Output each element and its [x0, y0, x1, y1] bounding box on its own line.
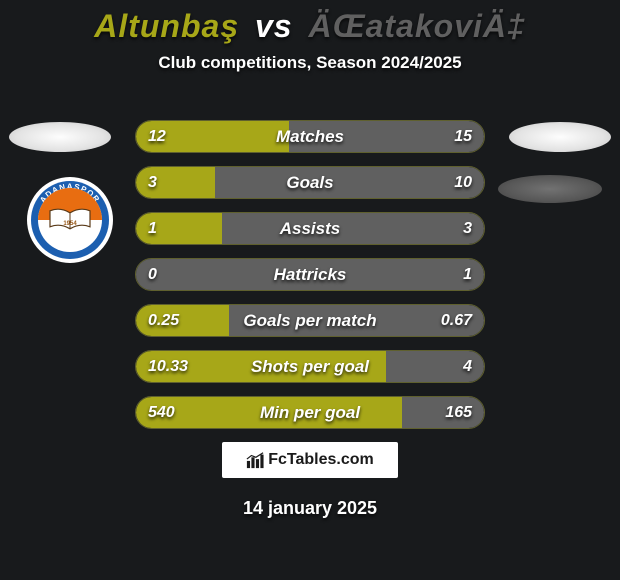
bar-label: Goals [136, 167, 484, 198]
bar-row: Shots per goal10.33 4 [135, 350, 485, 383]
bar-value-right: 3 [463, 213, 472, 244]
bar-row: Hattricks0 1 [135, 258, 485, 291]
title: Altunbaş vs ÄŒatakoviÄ‡ [0, 0, 620, 45]
bar-value-left: 1 [148, 213, 157, 244]
bar-chart-icon [246, 451, 264, 469]
bar-label: Shots per goal [136, 351, 484, 382]
bar-label: Assists [136, 213, 484, 244]
badge-inner: 1954 [38, 188, 102, 252]
player1-name: Altunbaş [94, 8, 239, 44]
subtitle: Club competitions, Season 2024/2025 [0, 53, 620, 73]
bar-row: Matches12 15 [135, 120, 485, 153]
player1-country-ellipse [9, 122, 111, 152]
player2-club-ellipse [498, 175, 602, 203]
bar-value-right: 0.67 [441, 305, 472, 336]
bar-value-right: 15 [454, 121, 472, 152]
bar-value-left: 10.33 [148, 351, 188, 382]
bar-row: Min per goal540 165 [135, 396, 485, 429]
player1-club-badge: ADANASPOR 1954 [27, 177, 113, 263]
bar-label: Min per goal [136, 397, 484, 428]
bar-row: Assists1 3 [135, 212, 485, 245]
vs-label: vs [255, 8, 293, 44]
bar-value-right: 1 [463, 259, 472, 290]
bar-value-left: 3 [148, 167, 157, 198]
branding-text: FcTables.com [268, 451, 374, 469]
bar-row: Goals3 10 [135, 166, 485, 199]
bar-value-left: 12 [148, 121, 166, 152]
bar-row: Goals per match0.25 0.67 [135, 304, 485, 337]
bar-value-right: 4 [463, 351, 472, 382]
bar-value-left: 0.25 [148, 305, 179, 336]
bar-value-right: 10 [454, 167, 472, 198]
infographic-container: Altunbaş vs ÄŒatakoviÄ‡ Club competition… [0, 0, 620, 580]
comparison-bars: Matches1215Goals310Assists13Hattricks01G… [135, 120, 485, 442]
bar-label: Hattricks [136, 259, 484, 290]
bar-value-left: 540 [148, 397, 175, 428]
player2-name: ÄŒatakoviÄ‡ [308, 8, 525, 44]
badge-year: 1954 [38, 221, 102, 227]
bar-value-left: 0 [148, 259, 157, 290]
bar-label: Goals per match [136, 305, 484, 336]
branding-box: FcTables.com [222, 442, 398, 478]
player2-country-ellipse [509, 122, 611, 152]
date-text: 14 january 2025 [0, 498, 620, 519]
badge-book-icon [48, 207, 92, 231]
bar-value-right: 165 [445, 397, 472, 428]
bar-label: Matches [136, 121, 484, 152]
